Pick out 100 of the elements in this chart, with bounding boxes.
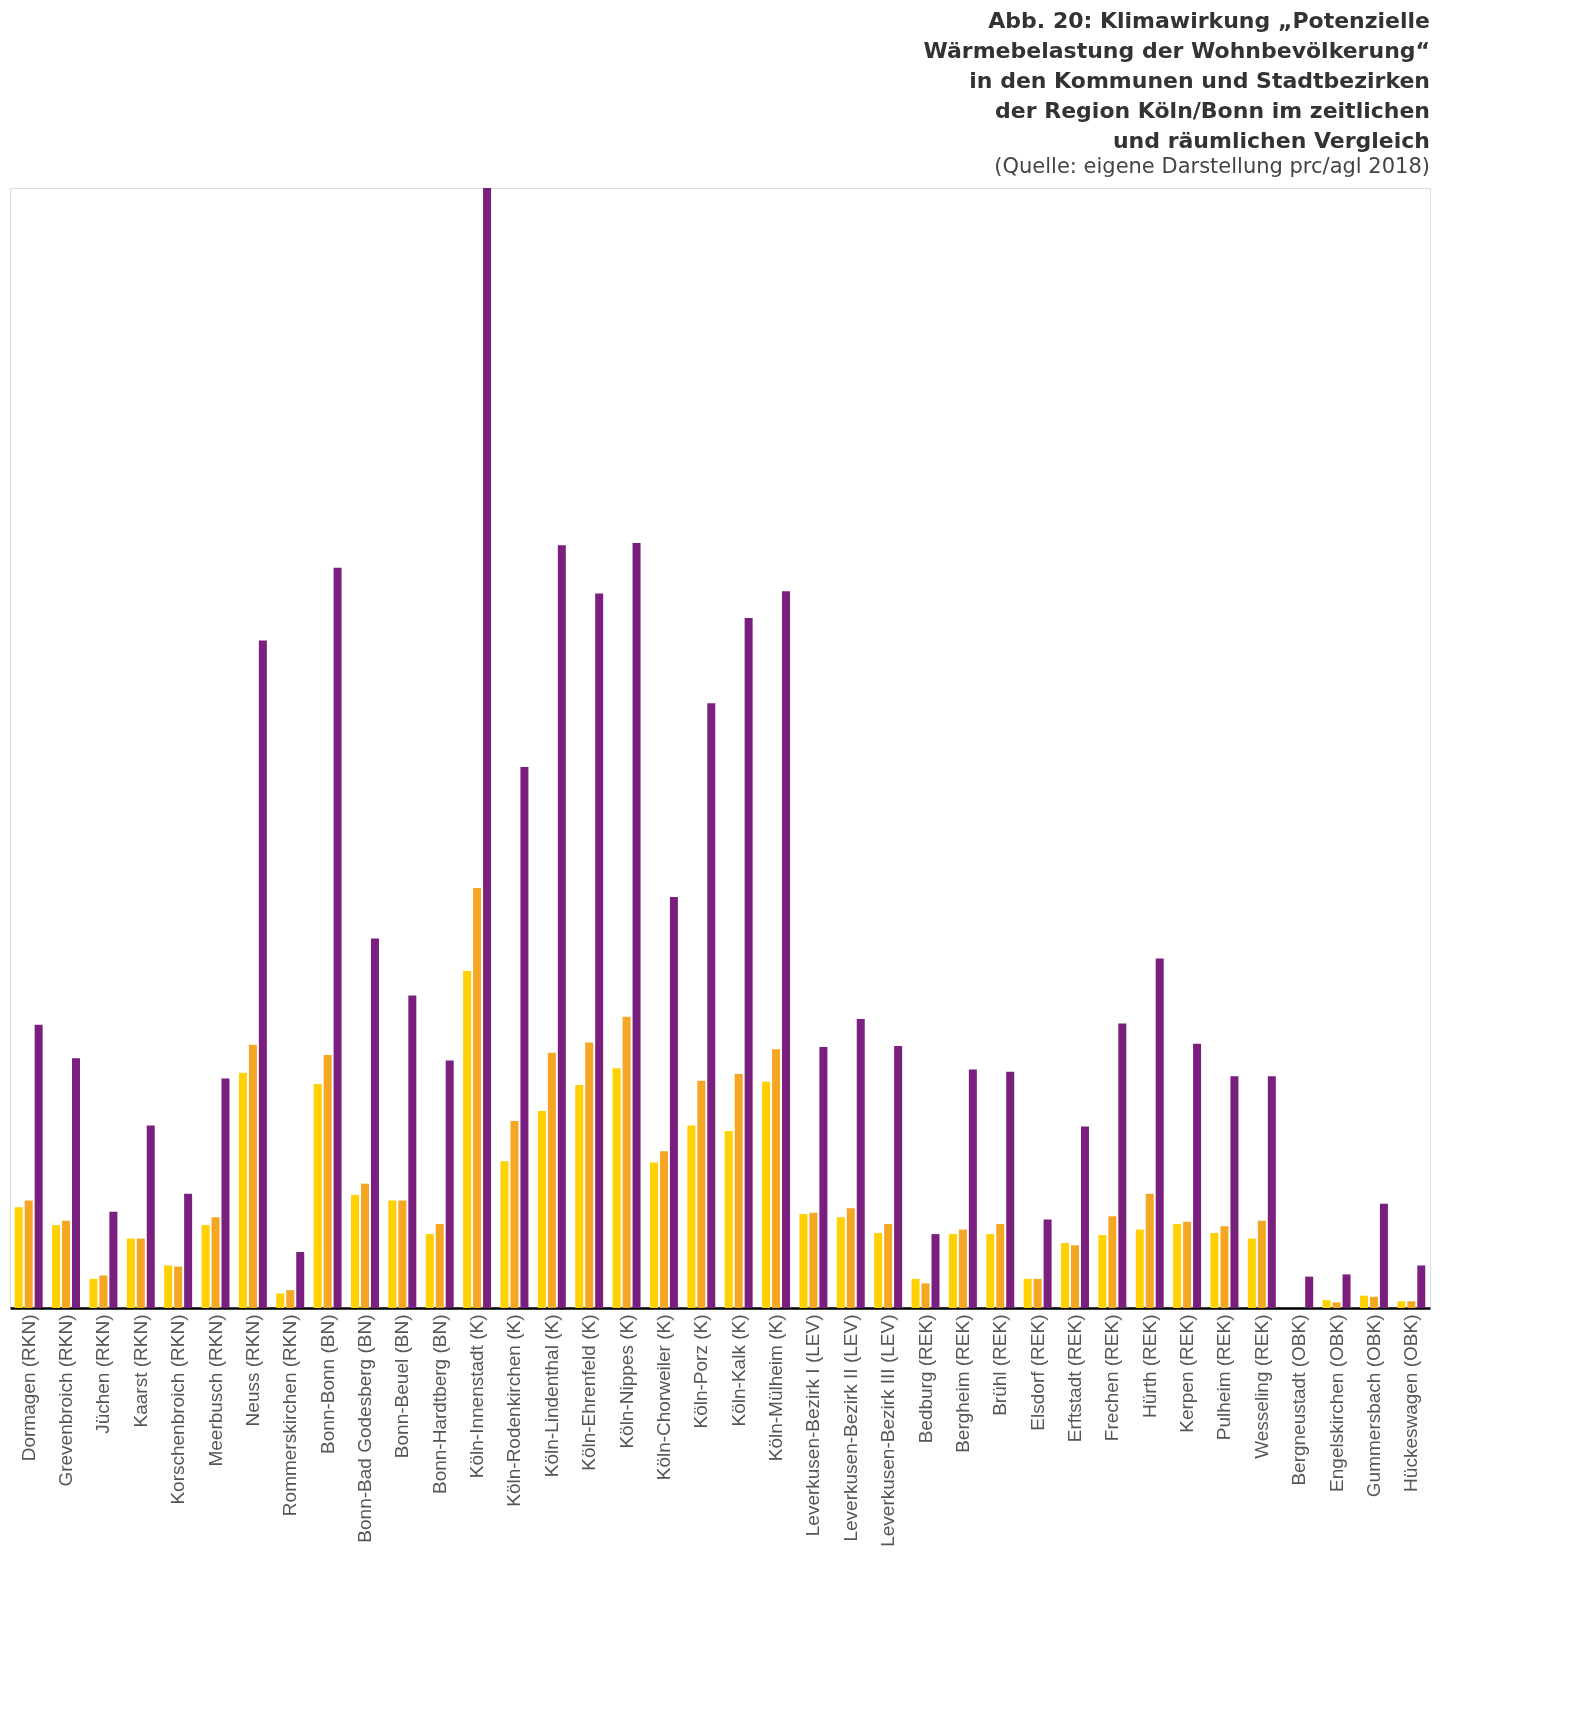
bar (1230, 1076, 1239, 1308)
bar (1135, 1229, 1144, 1308)
bar (1332, 1302, 1341, 1308)
bar (1023, 1278, 1032, 1308)
bar (1098, 1235, 1107, 1308)
x-tick-label: Bonn-Hardtberg (BN) (428, 1314, 450, 1495)
x-tick-label: Leverkusen-Bezirk III (LEV) (877, 1314, 899, 1547)
bar (996, 1224, 1005, 1308)
x-tick-label: Leverkusen-Bezirk I (LEV) (802, 1314, 824, 1537)
bar (799, 1213, 808, 1308)
bar (473, 888, 482, 1308)
bar (744, 618, 753, 1308)
bar (136, 1238, 145, 1308)
x-tick-label: Köln-Ehrenfeld (K) (578, 1314, 600, 1471)
bar (884, 1224, 893, 1308)
bar (463, 970, 472, 1308)
chart-title: Abb. 20: Klimawirkung „Potenzielle Wärmebelastung der Wohnbevölkerung“ in den Kommunen und Stadtbezirken der Region Köln/Bonn im zeitlichen und räumlichen Vergleich (923, 8, 1430, 153)
bar (921, 1283, 930, 1308)
bar (510, 1120, 519, 1308)
x-tick-label: Bedburg (REK) (914, 1314, 936, 1444)
bar (1118, 1023, 1127, 1308)
bar (248, 1044, 257, 1308)
bar (351, 1194, 360, 1308)
x-tick-label: Köln-Chorweiler (K) (652, 1314, 674, 1481)
x-tick-label: Leverkusen-Bezirk II (LEV) (839, 1314, 861, 1542)
bar (221, 1078, 230, 1308)
bar (669, 896, 678, 1308)
bar (1071, 1245, 1079, 1308)
bar (445, 1060, 454, 1308)
bar (836, 1217, 845, 1308)
bar (632, 543, 641, 1308)
x-tick-label: Meerbusch (RKN) (204, 1314, 226, 1467)
x-tick-label: Brühl (REK) (989, 1314, 1011, 1416)
x-tick-label: Köln-Rodenkirchen (K) (503, 1314, 525, 1507)
bar (238, 1072, 247, 1308)
bar (425, 1234, 434, 1308)
x-tick-label: Erftstadt (REK) (1064, 1314, 1085, 1443)
bar (1257, 1220, 1266, 1308)
bar (958, 1229, 967, 1308)
bar (52, 1225, 61, 1308)
bar (323, 1054, 332, 1308)
bar (547, 1052, 556, 1308)
bar (894, 1045, 903, 1308)
bar (1108, 1216, 1117, 1308)
x-tick-label: Hürth (REK) (1138, 1314, 1160, 1418)
x-tick-label: Köln-Porz (K) (690, 1314, 712, 1429)
x-tick-label: Neuss (RKN) (241, 1314, 263, 1427)
bar (296, 1252, 305, 1308)
bar (1006, 1071, 1015, 1308)
bar (286, 1290, 295, 1308)
x-tick-label: Grevenbroich (RKN) (55, 1314, 77, 1487)
bar (1397, 1301, 1406, 1308)
x-tick-label: Wesseling (REK) (1250, 1314, 1272, 1459)
bar (99, 1275, 108, 1308)
bar (575, 1085, 584, 1308)
bar (398, 1200, 407, 1308)
bar (126, 1238, 135, 1308)
x-tick-label: Korschenbroich (RKN) (167, 1314, 189, 1505)
bar (1369, 1296, 1378, 1308)
bar (313, 1084, 322, 1308)
bar (211, 1217, 220, 1308)
bar (1247, 1238, 1256, 1308)
x-tick-label: Elsdorf (REK) (1026, 1314, 1048, 1431)
bar (333, 567, 342, 1308)
bar (659, 1151, 668, 1308)
x-tick-label: Kaarst (RKN) (129, 1314, 151, 1428)
bar (201, 1225, 210, 1308)
bar (1359, 1295, 1368, 1308)
bar (1267, 1076, 1276, 1308)
x-tick-label: Bergneustadt (OBK) (1288, 1314, 1310, 1486)
bar (1145, 1193, 1154, 1308)
bar (687, 1125, 696, 1308)
bar (1183, 1221, 1192, 1308)
bar (276, 1293, 285, 1308)
x-tick-label: Jüchen (RKN) (92, 1314, 114, 1434)
bar (537, 1110, 546, 1308)
x-tick-label: Köln-Lindenthal (K) (540, 1314, 562, 1478)
bar (174, 1266, 183, 1308)
bar (1080, 1126, 1089, 1308)
bar (585, 1042, 594, 1308)
bar (856, 1019, 865, 1308)
bar (809, 1212, 818, 1308)
bar (874, 1232, 883, 1308)
bar (388, 1200, 397, 1308)
bar (520, 767, 529, 1308)
bar (500, 1161, 509, 1308)
bar (911, 1278, 920, 1308)
bar (109, 1211, 118, 1308)
bar (1220, 1226, 1229, 1308)
x-tick-label: Bonn-Bad Godesberg (BN) (354, 1314, 375, 1543)
x-tick-label: Dormagen (RKN) (17, 1314, 39, 1462)
x-tick-label: Hückeswagen (OBK) (1400, 1314, 1422, 1492)
bar (1061, 1243, 1070, 1308)
bar (612, 1068, 621, 1308)
x-tick-label: Engelskirchen (OBK) (1325, 1314, 1347, 1492)
bar (1322, 1300, 1331, 1308)
x-tick-label: Kerpen (REK) (1176, 1314, 1198, 1433)
bar (782, 591, 791, 1308)
bar (1342, 1274, 1351, 1308)
x-tick-label: Bonn-Bonn (BN) (316, 1314, 338, 1454)
